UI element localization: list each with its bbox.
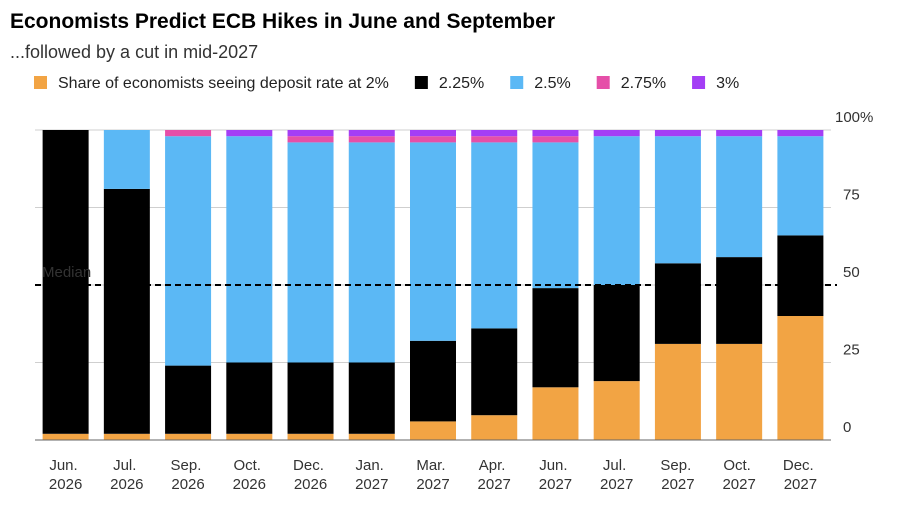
x-tick-label: Mar. 2027 (416, 457, 449, 493)
x-tick-label: Dec. 2026 (293, 457, 328, 493)
bar-segment (348, 136, 395, 143)
bar-segment (654, 136, 701, 264)
legend-label: 2.75% (621, 75, 666, 92)
bar-segment (532, 288, 579, 388)
bar-segment (716, 343, 763, 440)
y-tick-label: 75 (843, 187, 860, 204)
bar-segment (471, 328, 518, 416)
bar-segment (287, 433, 334, 440)
bar-segment (287, 130, 334, 137)
bar-segment (593, 130, 640, 137)
bar-segment (226, 362, 273, 434)
bar-segment (42, 433, 89, 440)
x-tick-label: Sep. 2026 (171, 457, 206, 493)
legend-swatch (596, 76, 610, 89)
x-tick-label: Jun. 2027 (539, 457, 572, 493)
bar-segment (103, 433, 150, 440)
x-tick-label: Jun. 2026 (49, 457, 82, 493)
bar-segment (654, 130, 701, 137)
bar-segment (165, 136, 212, 366)
bar-segment (471, 415, 518, 440)
bar-segment (471, 130, 518, 137)
x-tick-label: Oct. 2026 (233, 457, 266, 493)
bar-segment (471, 142, 518, 329)
legend-label: 3% (716, 75, 739, 92)
bar-segment (410, 142, 456, 341)
bar-segment (287, 142, 334, 363)
bar-segment (777, 235, 824, 316)
bar-segment (103, 188, 150, 434)
bar-segment (226, 130, 273, 137)
bar-segment (593, 285, 640, 382)
x-tick-label: Jul. 2027 (600, 457, 633, 493)
bar-segment (226, 136, 273, 363)
bar-segment (777, 130, 824, 137)
bar-segment (165, 433, 212, 440)
bar-segment (777, 136, 824, 236)
x-tick-label: Jan. 2027 (355, 457, 388, 493)
y-tick-label: 0 (843, 419, 851, 436)
bar-segment (103, 130, 150, 189)
legend-label: 2.5% (534, 75, 570, 92)
bar-segment (348, 362, 395, 434)
bar-segment (410, 136, 456, 143)
legend-label: 2.25% (439, 75, 484, 92)
bar-segment (410, 340, 456, 422)
legend-swatch (692, 76, 706, 89)
x-tick-label: Jul. 2026 (110, 457, 143, 493)
bar-segment (42, 130, 89, 434)
bar-segment (532, 130, 579, 137)
legend-swatch (34, 76, 47, 89)
bar-segment (165, 130, 212, 137)
y-tick-label: 25 (843, 342, 860, 359)
bar-segment (348, 130, 395, 137)
y-tick-label: 50 (843, 264, 860, 281)
bar-segment (532, 387, 579, 440)
bar-segment (410, 130, 456, 137)
bar-segment (716, 136, 763, 258)
bar-segment (348, 433, 395, 440)
bar-segment (165, 365, 212, 434)
bar-segment (348, 142, 395, 363)
bar-segment (532, 142, 579, 289)
bar-segment (471, 136, 518, 143)
bar-segment (716, 130, 763, 137)
bar-segment (777, 316, 824, 440)
bar-segment (716, 257, 763, 344)
chart-subtitle: ...followed by a cut in mid-2027 (10, 42, 258, 62)
x-tick-label: Dec. 2027 (783, 457, 818, 493)
bar-segment (654, 343, 701, 440)
x-tick-label: Oct. 2027 (722, 457, 755, 493)
y-tick-label: 100% (835, 109, 873, 126)
x-tick-label: Sep. 2027 (660, 457, 695, 493)
bar-segment (287, 136, 334, 143)
bar-segment (593, 136, 640, 285)
bar-segment (410, 421, 456, 440)
median-label: Median (42, 264, 91, 281)
bar-segment (226, 433, 273, 440)
legend-swatch (510, 76, 524, 89)
bar-segment (654, 263, 701, 344)
chart-title: Economists Predict ECB Hikes in June and… (10, 10, 555, 33)
x-tick-label: Apr. 2027 (478, 457, 511, 493)
bar-segment (287, 362, 334, 434)
legend-label: Share of economists seeing deposit rate … (58, 75, 389, 92)
bar-segment (593, 381, 640, 440)
legend-swatch (414, 76, 428, 89)
bar-segment (532, 136, 579, 143)
